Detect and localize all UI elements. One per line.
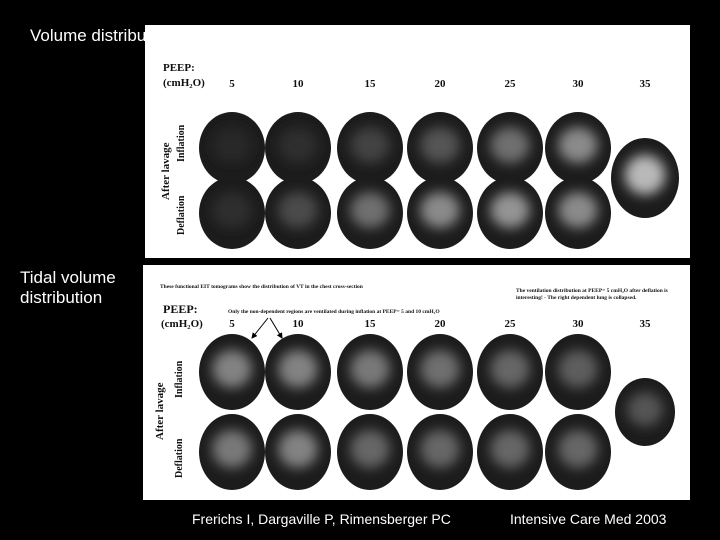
tomogram-signal	[278, 192, 318, 229]
tomogram-signal	[490, 429, 530, 468]
column-label: 35	[639, 78, 651, 90]
tomogram-signal	[420, 429, 460, 468]
tomogram-signal	[212, 429, 252, 468]
tomogram-signal	[350, 349, 390, 388]
column-label: 30	[572, 78, 584, 90]
tomogram-signal	[558, 429, 598, 468]
column-label: 15	[364, 78, 376, 90]
row-label: Inflation	[176, 124, 187, 162]
tomogram-signal	[558, 127, 598, 164]
tomogram-signal	[558, 192, 598, 229]
tomogram-signal	[490, 349, 530, 388]
side-label: Volume distribution	[30, 26, 174, 45]
tomogram-signal	[420, 192, 460, 229]
tomogram-signal	[350, 127, 390, 164]
tomogram-signal	[490, 127, 530, 164]
column-label: 30	[572, 318, 584, 330]
tomogram-signal	[627, 392, 663, 427]
peep-unit: (cmH₂O)	[161, 318, 203, 330]
citation-journal: Intensive Care Med 2003	[510, 511, 667, 527]
row-label: Deflation	[176, 195, 187, 235]
column-label: 25	[504, 78, 516, 90]
column-label: 25	[504, 318, 516, 330]
arrow	[269, 317, 283, 339]
tomogram-signal	[558, 349, 598, 388]
tomogram-signal	[212, 349, 252, 388]
arrow	[251, 317, 269, 339]
side-label: Tidal volume distribution	[20, 268, 116, 307]
peep-unit: (cmH₂O)	[163, 77, 205, 89]
column-label: 15	[364, 318, 376, 330]
tomogram-signal	[350, 192, 390, 229]
group-label: After lavage	[160, 142, 172, 200]
tomogram-signal	[624, 154, 666, 195]
tomogram-signal	[278, 349, 318, 388]
column-label: 20	[434, 78, 446, 90]
note: The ventilation distribution at PEEP= 5 …	[516, 288, 668, 301]
tomogram-signal	[278, 127, 318, 164]
column-label: 10	[292, 318, 304, 330]
tomogram-signal	[350, 429, 390, 468]
column-label: 20	[434, 318, 446, 330]
tomogram-signal	[212, 192, 252, 229]
tomogram-signal	[420, 127, 460, 164]
tomogram-signal	[490, 192, 530, 229]
column-label: 10	[292, 78, 304, 90]
column-label: 5	[229, 318, 235, 330]
row-label: Inflation	[174, 360, 185, 398]
citation-authors: Frerichs I, Dargaville P, Rimensberger P…	[192, 511, 451, 527]
group-label: After lavage	[154, 382, 166, 440]
peep-label: PEEP:	[163, 62, 195, 74]
note: These functional EIT tomograms show the …	[160, 284, 363, 290]
note: Only the non-dependent regions are venti…	[228, 309, 440, 315]
column-label: 5	[229, 78, 235, 90]
column-label: 35	[639, 318, 651, 330]
tomogram-signal	[212, 127, 252, 164]
tomogram-signal	[420, 349, 460, 388]
tomogram-signal	[278, 429, 318, 468]
peep-label: PEEP:	[163, 302, 198, 316]
row-label: Deflation	[174, 438, 185, 478]
